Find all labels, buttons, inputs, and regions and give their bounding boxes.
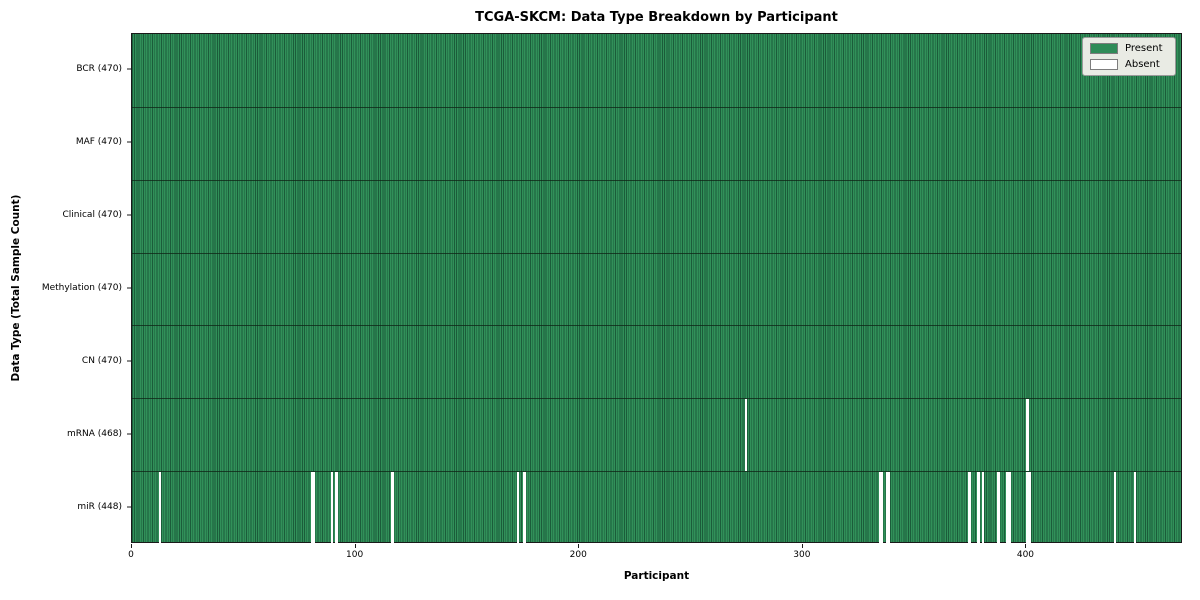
absent-cell [977,472,980,544]
absent-cell [881,472,884,544]
heatmap-row-cn [132,325,1181,398]
x-axis-title: Participant [623,570,690,582]
plot-area [131,33,1182,544]
y-tick-mark [127,68,131,70]
heatmap-row-bcr [132,34,1181,107]
absent-cell [331,472,334,544]
absent-cell [1008,472,1011,544]
absent-cell [968,472,971,544]
absent-cell [158,472,162,544]
x-tick-mark [354,544,356,548]
x-tick-label: 300 [793,550,811,560]
absent-cell [887,472,891,544]
absent-cell [981,472,985,544]
absent-cell [1113,472,1116,544]
absent-cell [1028,472,1031,544]
absent-cell [1133,472,1137,544]
y-tick-mark [127,360,131,362]
y-tick-mark [127,433,131,435]
absent-cell [885,472,888,544]
absent-cell [1026,472,1029,544]
x-tick-mark [131,544,132,548]
y-tick-label: Clinical (470) [62,210,122,221]
absent-cell [523,472,526,544]
y-tick-label: mRNA (468) [67,428,122,439]
absent-cell [1006,472,1009,544]
x-tick-label: 100 [346,550,364,560]
y-tick-label: CN (470) [81,355,122,366]
absent-cell [310,472,314,544]
absent-cell [878,472,882,544]
heatmap-row-mir [132,471,1181,544]
y-tick-label: miR (448) [77,501,122,512]
absent-cell [744,399,747,472]
y-tick-mark [127,506,131,508]
absent-cell [516,472,519,544]
y-tick-label: BCR (470) [76,64,122,75]
legend: Present Absent [1082,37,1176,76]
y-tick-mark [127,287,131,289]
legend-swatch-present-icon [1090,43,1118,54]
y-tick-mark [127,141,131,143]
y-tick-label: Methylation (470) [41,283,122,293]
heatmap-row-methylation [132,252,1181,326]
x-tick-mark [801,544,803,548]
legend-label-present: Present [1125,43,1163,54]
legend-entry-absent: Absent [1090,59,1167,70]
y-tick-mark [127,214,131,216]
y-tick-label: MAF (470) [75,137,122,148]
x-tick-mark [1025,544,1027,548]
chart-title: TCGA-SKCM: Data Type Breakdown by Partic… [475,10,838,25]
x-tick-label: 400 [1016,550,1035,560]
legend-label-absent: Absent [1125,59,1160,70]
legend-swatch-absent-icon [1090,59,1118,70]
heatmap-row-maf [132,106,1181,180]
x-tick-label: 200 [569,550,587,560]
legend-entry-present: Present [1090,43,1167,54]
heatmap-row-mrna [132,398,1181,472]
absent-cell [1026,399,1029,472]
x-tick-mark [578,544,580,548]
absent-cell [335,472,338,544]
absent-cell [997,472,1000,544]
x-tick-label: 0 [128,550,134,560]
heatmap-row-clinical [132,179,1181,253]
absent-cell [391,472,394,544]
absent-cell [313,472,316,544]
